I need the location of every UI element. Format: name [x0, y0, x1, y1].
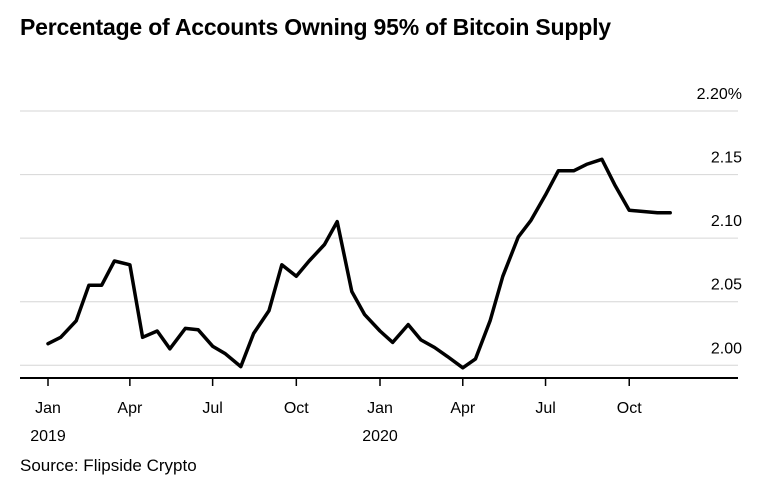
series-line — [46, 157, 672, 370]
y-axis-tick-labels: 2.20% 2.15 2.10 2.05 2.00 — [697, 86, 742, 357]
x-tick-label: Oct — [617, 400, 642, 417]
x-tick-label: Oct — [284, 400, 309, 417]
x-tick-label: Apr — [117, 400, 143, 417]
y-tick-label: 2.20% — [697, 86, 742, 103]
source-note: Source: Flipside Crypto — [20, 456, 197, 475]
x-axis-ticks: Jan 2019 Apr Jul Oct Jan 2020 Apr Jul Oct — [30, 378, 642, 445]
y-tick-label: 2.00 — [711, 340, 742, 357]
x-tick-year-label: 2019 — [30, 428, 66, 445]
x-tick-label: Jan — [35, 400, 61, 417]
x-tick-label: Jan — [367, 400, 393, 417]
x-tick-label: Jul — [202, 400, 222, 417]
y-tick-label: 2.05 — [711, 277, 742, 294]
gridlines — [20, 110, 738, 366]
y-tick-label: 2.10 — [711, 213, 742, 230]
x-tick-label: Jul — [535, 400, 555, 417]
y-tick-label: 2.15 — [711, 150, 742, 167]
x-tick-year-label: 2020 — [362, 428, 398, 445]
chart-title: Percentage of Accounts Owning 95% of Bit… — [20, 14, 611, 40]
x-tick-label: Apr — [450, 400, 476, 417]
